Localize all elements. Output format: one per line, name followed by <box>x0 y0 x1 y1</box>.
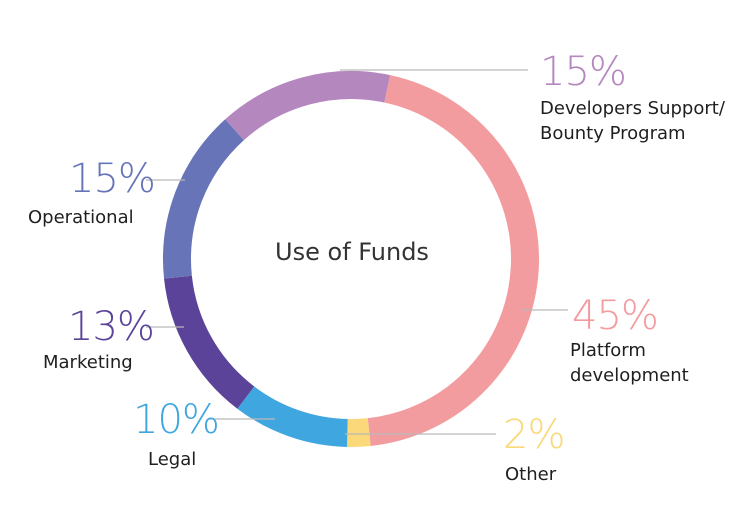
slice-operational <box>163 119 245 279</box>
slice-operational-percent: 15% <box>69 156 156 202</box>
slice-legal-label: Legal <box>148 449 197 470</box>
slice-legal-percent: 10% <box>133 397 220 443</box>
slice-developers-label-line-2: Bounty Program <box>540 123 686 144</box>
slice-other <box>347 418 371 447</box>
slice-platform-percent: 45% <box>572 293 659 339</box>
slice-developers-percent: 15% <box>540 49 627 95</box>
slice-other-label: Other <box>505 464 557 485</box>
slice-platform-label-line-1: Platform <box>570 340 646 361</box>
chart-title: Use of Funds <box>275 238 429 266</box>
slice-platform <box>367 75 539 446</box>
slice-legal <box>237 386 348 447</box>
slice-marketing-percent: 13% <box>68 304 155 350</box>
slice-other-percent: 2% <box>503 412 565 458</box>
slice-marketing <box>164 275 255 409</box>
slice-developers <box>225 71 391 141</box>
slice-operational-label: Operational <box>28 207 134 228</box>
slice-platform-label-line-2: development <box>570 365 689 386</box>
slices-group <box>163 71 539 447</box>
leader-lines <box>146 69 568 435</box>
slice-developers-label-line-1: Developers Support/ <box>540 98 725 119</box>
slice-marketing-label: Marketing <box>43 352 133 373</box>
